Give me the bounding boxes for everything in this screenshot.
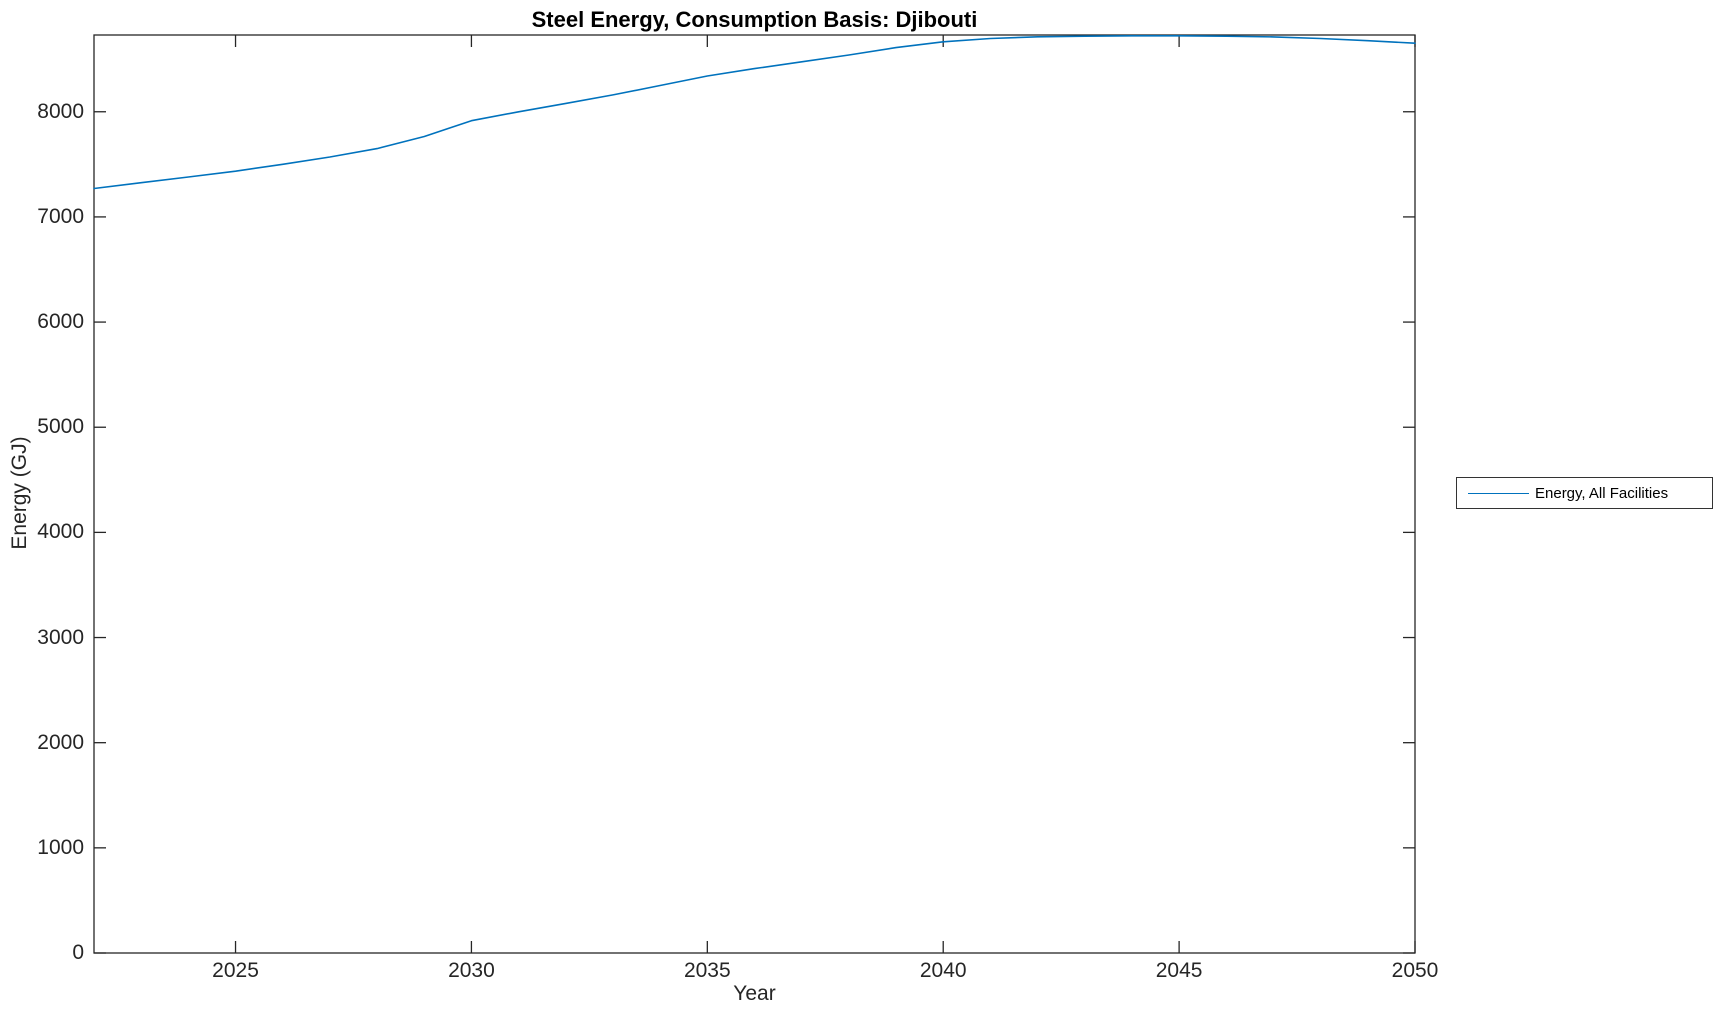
y-tick-label: 7000 bbox=[37, 204, 84, 228]
y-tick-label: 4000 bbox=[37, 520, 84, 544]
x-axis-label: Year bbox=[733, 982, 776, 1005]
data-line bbox=[93, 34, 1416, 190]
y-tick-label: 2000 bbox=[37, 730, 84, 754]
y-tick-label: 3000 bbox=[37, 625, 84, 649]
x-tick-label: 2025 bbox=[212, 959, 259, 982]
y-axis-label: Energy (GJ) bbox=[8, 436, 31, 550]
legend-entry-label: Energy, All Facilities bbox=[1535, 484, 1669, 502]
legend-line-sample-icon bbox=[1468, 492, 1529, 494]
y-tick-label: 1000 bbox=[37, 835, 84, 859]
x-tick-label: 2040 bbox=[919, 959, 967, 982]
y-tick-label: 6000 bbox=[37, 310, 84, 334]
y-tick-label: 8000 bbox=[37, 99, 84, 123]
x-tick-label: 2045 bbox=[1155, 959, 1203, 982]
axes-box bbox=[93, 34, 1416, 954]
legend-box: Energy, All Facilities bbox=[1456, 477, 1713, 509]
x-tick-label: 2035 bbox=[683, 959, 731, 982]
y-tick-label: 5000 bbox=[37, 415, 84, 439]
x-tick-label: 2030 bbox=[448, 959, 495, 982]
y-tick-label: 0 bbox=[72, 941, 84, 964]
x-tick-label: 2050 bbox=[1391, 959, 1439, 982]
chart-title: Steel Energy, Consumption Basis: Djibout… bbox=[531, 7, 978, 32]
